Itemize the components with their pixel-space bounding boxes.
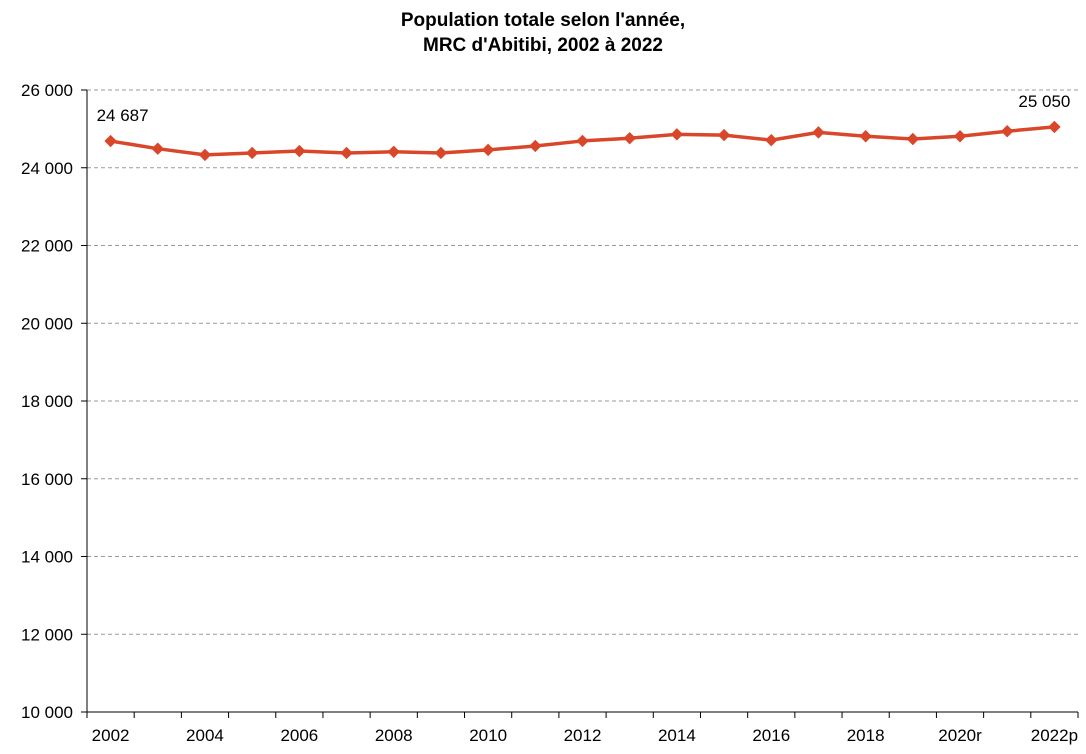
x-tick-label: 2022p <box>1031 726 1078 745</box>
chart-title-line-2: MRC d'Abitibi, 2002 à 2022 <box>423 35 663 56</box>
data-point-marker <box>623 131 636 145</box>
data-point-marker <box>245 146 259 160</box>
data-point-marker <box>576 134 589 148</box>
axes: 10 000 12 000 14 000 16 000 18 000 20 000 22 0… <box>21 81 1079 745</box>
data-label: 24 687 <box>97 106 149 125</box>
x-tick-label: 2014 <box>658 726 696 745</box>
data-point-marker <box>765 133 778 147</box>
data-label: 25 050 <box>1018 92 1070 111</box>
data-point-marker <box>387 145 400 159</box>
data-point-marker <box>1001 125 1014 138</box>
data-point-marker <box>529 139 542 153</box>
y-tick-label: 20 000 <box>21 314 73 333</box>
data-point-marker <box>104 134 117 148</box>
gridlines <box>87 89 1078 635</box>
x-tick-label: 2006 <box>280 726 318 745</box>
series-population <box>104 120 1061 162</box>
x-tick-label: 2016 <box>752 726 790 745</box>
data-point-marker <box>859 130 872 143</box>
data-point-marker <box>906 132 920 146</box>
data-point-marker <box>151 142 164 155</box>
data-point-marker <box>670 128 684 141</box>
x-tick-label: 2010 <box>469 726 507 745</box>
data-point-marker <box>717 128 731 142</box>
x-tick-label: 2002 <box>92 726 130 745</box>
y-tick-label: 14 000 <box>21 548 73 567</box>
chart-title: Population totale selon l'année, MRC d'A… <box>0 8 1086 58</box>
y-tick-label: 24 000 <box>21 159 73 178</box>
data-point-marker <box>434 146 448 160</box>
x-tick-label: 2012 <box>564 726 602 745</box>
x-tick-label: 2020r <box>938 726 982 745</box>
data-point-marker <box>481 143 495 157</box>
data-point-marker <box>198 148 212 162</box>
x-tick-label: 2008 <box>375 726 413 745</box>
y-tick-label: 26 000 <box>21 81 73 100</box>
x-tick-label: 2018 <box>847 726 885 745</box>
x-tick-label: 2004 <box>186 726 224 745</box>
data-point-marker <box>812 126 825 139</box>
chart-title-line-1: Population totale selon l'année, <box>400 10 686 31</box>
data-point-marker <box>340 146 353 160</box>
y-tick-label: 22 000 <box>21 237 73 256</box>
data-point-marker <box>953 130 967 143</box>
y-tick-label: 18 000 <box>21 392 73 411</box>
data-point-marker <box>293 144 306 158</box>
data-labels: 24 687 25 050 <box>97 92 1071 125</box>
data-point-marker <box>1048 120 1061 134</box>
y-tick-label: 10 000 <box>21 703 73 722</box>
y-tick-label: 16 000 <box>21 470 73 489</box>
y-tick-label: 12 000 <box>21 625 73 644</box>
